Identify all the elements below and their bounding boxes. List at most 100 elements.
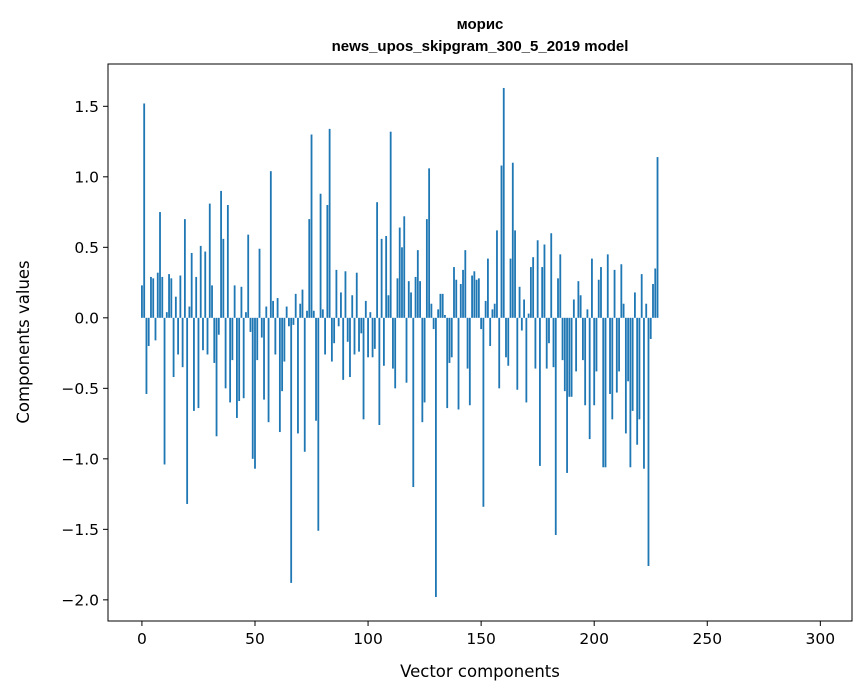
bar-184 bbox=[557, 278, 559, 318]
bar-63 bbox=[283, 317, 286, 362]
bar-76 bbox=[312, 310, 315, 318]
bar-97 bbox=[360, 317, 363, 334]
bar-17 bbox=[179, 275, 182, 318]
bar-163 bbox=[509, 258, 512, 318]
bar-40 bbox=[231, 317, 234, 361]
bar-162 bbox=[507, 317, 510, 366]
bar-159 bbox=[500, 165, 503, 318]
bar-115 bbox=[401, 247, 403, 318]
bar-214 bbox=[624, 317, 627, 434]
bar-16 bbox=[177, 317, 180, 355]
bar-121 bbox=[414, 276, 417, 318]
bar-204 bbox=[602, 317, 605, 468]
bar-94 bbox=[353, 317, 356, 355]
bar-20 bbox=[186, 317, 189, 504]
bar-49 bbox=[251, 317, 254, 459]
bar-175 bbox=[536, 240, 539, 318]
bar-177 bbox=[541, 267, 544, 318]
bar-60 bbox=[276, 298, 279, 318]
bar-173 bbox=[532, 257, 535, 318]
bar-109 bbox=[387, 295, 390, 318]
plot-frame bbox=[107, 63, 853, 622]
bar-30 bbox=[208, 203, 211, 318]
bar-54 bbox=[263, 317, 265, 400]
bar-187 bbox=[563, 317, 566, 392]
bar-91 bbox=[346, 317, 349, 342]
bar-181 bbox=[550, 233, 553, 318]
bar-210 bbox=[615, 317, 618, 393]
bar-132 bbox=[439, 293, 442, 318]
bar-82 bbox=[326, 205, 329, 318]
y-axis-label: Components values bbox=[14, 260, 33, 423]
bar-203 bbox=[600, 267, 602, 318]
y-tick-label: 0.0 bbox=[74, 309, 99, 327]
bar-201 bbox=[595, 317, 598, 372]
bar-100 bbox=[367, 317, 369, 358]
bar-226 bbox=[652, 283, 654, 318]
bar-144 bbox=[466, 317, 469, 369]
bar-161 bbox=[505, 317, 507, 358]
bar-136 bbox=[448, 317, 451, 363]
chart-title-line2: news_upos_skipgram_300_5_2019 model bbox=[332, 38, 629, 55]
bar-24 bbox=[195, 276, 198, 318]
bar-194 bbox=[579, 295, 582, 318]
bar-217 bbox=[631, 317, 634, 411]
bar-140 bbox=[457, 317, 460, 410]
bar-195 bbox=[581, 317, 584, 361]
bars-group bbox=[141, 87, 659, 598]
bar-85 bbox=[333, 317, 336, 344]
bar-10 bbox=[163, 317, 166, 465]
bar-96 bbox=[358, 317, 360, 352]
bar-9 bbox=[161, 276, 164, 318]
bar-106 bbox=[380, 238, 383, 318]
bar-197 bbox=[586, 309, 589, 318]
bar-165 bbox=[514, 230, 516, 318]
bar-186 bbox=[561, 317, 564, 361]
bar-62 bbox=[281, 317, 284, 392]
bar-157 bbox=[496, 230, 498, 318]
bar-19 bbox=[183, 219, 186, 318]
bar-104 bbox=[376, 202, 379, 318]
bar-77 bbox=[315, 317, 317, 421]
bar-123 bbox=[419, 281, 421, 318]
bar-70 bbox=[299, 303, 302, 318]
bar-205 bbox=[604, 317, 607, 468]
bar-198 bbox=[588, 317, 591, 440]
bar-148 bbox=[475, 279, 478, 318]
bar-154 bbox=[489, 317, 492, 347]
bar-119 bbox=[410, 292, 412, 318]
bar-34 bbox=[217, 317, 220, 335]
bar-167 bbox=[518, 286, 521, 318]
bar-133 bbox=[441, 293, 444, 318]
bar-124 bbox=[421, 317, 424, 423]
bar-180 bbox=[548, 317, 550, 344]
bar-84 bbox=[330, 317, 333, 362]
bar-222 bbox=[643, 317, 645, 469]
bar-29 bbox=[206, 317, 209, 355]
bar-87 bbox=[337, 317, 340, 327]
bar-178 bbox=[543, 244, 546, 318]
bar-83 bbox=[328, 128, 331, 318]
bar-125 bbox=[423, 317, 426, 403]
bar-215 bbox=[627, 317, 630, 382]
bar-53 bbox=[260, 317, 263, 338]
bar-139 bbox=[455, 279, 458, 318]
bar-52 bbox=[258, 248, 261, 318]
bar-189 bbox=[568, 317, 571, 397]
x-ticks-group: 0 50 100 150 200 250 300 bbox=[137, 621, 835, 648]
bar-117 bbox=[405, 317, 408, 383]
bar-68 bbox=[294, 293, 297, 318]
bar-142 bbox=[462, 269, 464, 318]
bar-42 bbox=[236, 317, 238, 418]
bar-98 bbox=[362, 317, 365, 420]
bar-153 bbox=[487, 258, 489, 318]
bar-4 bbox=[150, 276, 152, 318]
bar-107 bbox=[382, 317, 385, 366]
bar-31 bbox=[211, 285, 213, 318]
bar-207 bbox=[609, 317, 611, 394]
bar-145 bbox=[468, 317, 471, 406]
bar-188 bbox=[566, 317, 568, 473]
bar-152 bbox=[484, 300, 487, 318]
bar-118 bbox=[407, 281, 410, 318]
bar-112 bbox=[394, 317, 397, 389]
